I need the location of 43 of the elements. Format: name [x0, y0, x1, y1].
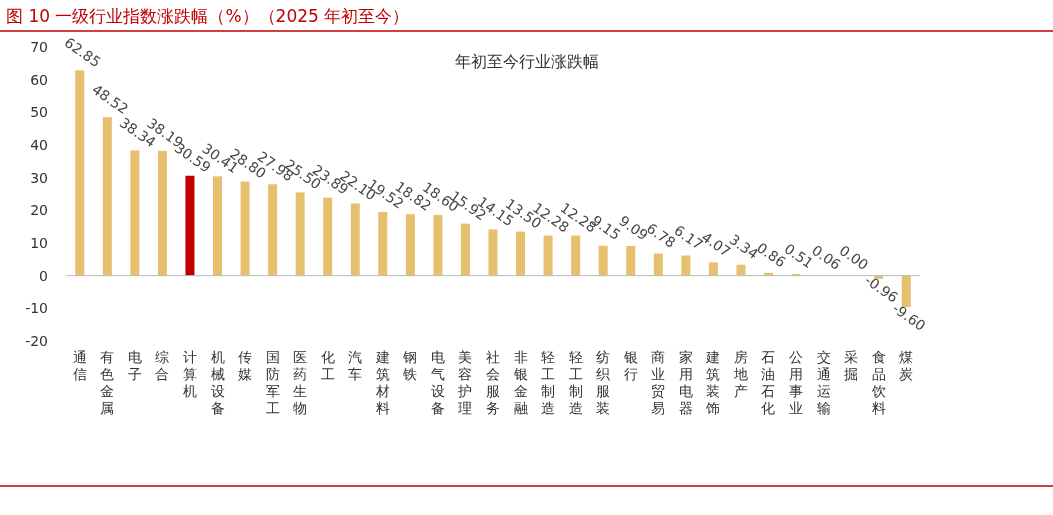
x-tick-label: 电气设备: [430, 349, 445, 416]
x-tick-label: 机械设备: [210, 349, 225, 416]
y-tick-label: 60: [30, 71, 48, 88]
x-tick-label: 轻工制造: [568, 349, 583, 416]
x-tick-label: 传媒: [238, 349, 253, 382]
y-tick-label: 50: [30, 104, 48, 121]
x-tick-label: 纺织服装: [596, 349, 611, 416]
x-tick-label: 美容护理: [457, 349, 473, 416]
x-tick-label: 非银金融: [512, 349, 528, 416]
y-tick-label: 0: [39, 267, 48, 284]
x-tick-label: 交通运输: [816, 349, 831, 416]
x-tick-label: 家用电器: [678, 349, 693, 416]
y-tick-label: 20: [30, 202, 48, 219]
x-tick-label: 综合: [155, 349, 170, 382]
x-tick-label: 建筑材料: [374, 349, 390, 416]
x-tick-label: 银行: [622, 349, 638, 382]
y-tick-label: 30: [30, 169, 48, 186]
x-tick-label: 通信: [72, 349, 87, 382]
y-tick-label: 70: [30, 39, 48, 55]
x-tick-label: 汽车: [348, 349, 363, 382]
y-tick-label: -20: [25, 333, 48, 349]
x-tick-label: 食品饮料: [870, 349, 886, 416]
x-tick-label: 公用事业: [789, 349, 804, 416]
x-tick-label: 石油石化: [761, 349, 776, 416]
x-tick-label: 钢铁: [402, 349, 418, 382]
x-tick-label: 电子: [127, 349, 142, 382]
y-tick-label: -10: [25, 300, 48, 317]
y-tick-label: 10: [30, 235, 48, 251]
x-tick-label: 社会服务: [486, 349, 500, 416]
y-tick-label: 40: [30, 137, 48, 153]
x-tick-label: 建筑装饰: [705, 349, 721, 416]
x-tick-label: 煤炭: [899, 349, 914, 382]
x-tick-label: 化工: [320, 349, 335, 382]
chart-title: 图 10 一级行业指数涨跌幅（%）（2025 年初至今）: [6, 6, 410, 26]
x-tick-label: 医药生物: [293, 349, 308, 416]
x-tick-label: 轻工制造: [541, 349, 556, 416]
x-tick-label: 房地产: [732, 349, 748, 399]
x-tick-label: 国防军工: [265, 349, 280, 416]
x-tick-label: 有色金属: [100, 349, 115, 416]
x-tick-label: 采掘: [844, 349, 859, 382]
chart-subtitle: 年初至今行业涨跌幅: [455, 52, 599, 71]
x-tick-label: 商业贸易: [651, 349, 666, 416]
x-tick-label: 计算机: [182, 349, 197, 399]
